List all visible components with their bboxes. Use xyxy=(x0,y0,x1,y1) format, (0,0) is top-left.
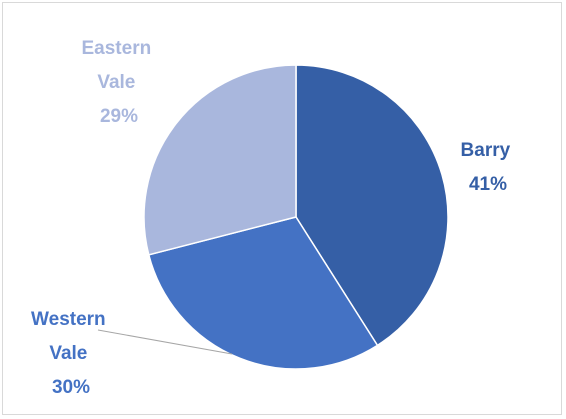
data-label-eastern-vale-line3: 29% xyxy=(100,106,138,127)
pie-slice-eastern-vale xyxy=(143,64,297,256)
data-label-eastern-vale-line2: Vale xyxy=(97,72,135,93)
data-label-eastern-vale-line1: Eastern xyxy=(82,38,152,59)
data-label-barry-line2: 41% xyxy=(469,174,507,195)
data-label-barry-line1: Barry xyxy=(461,140,511,161)
leader-line-western-vale xyxy=(97,329,233,355)
pie-slice-western-vale xyxy=(147,216,379,370)
data-label-western-vale-line1: Western xyxy=(31,309,106,330)
data-label-barry: Barry 41% xyxy=(461,140,516,195)
pie-slice-barry xyxy=(295,64,449,347)
data-label-western-vale: Western Vale 30% xyxy=(31,309,111,398)
data-label-western-vale-line3: 30% xyxy=(52,377,90,398)
data-label-eastern-vale: Eastern Vale 29% xyxy=(82,38,157,127)
pie-slices xyxy=(143,64,449,370)
data-label-western-vale-line2: Vale xyxy=(49,343,87,364)
